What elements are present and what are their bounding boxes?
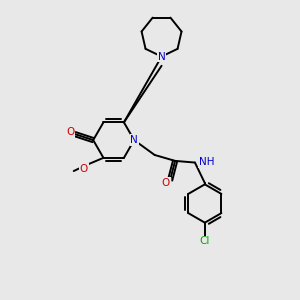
Text: Cl: Cl: [200, 236, 210, 246]
Text: O: O: [162, 178, 170, 188]
Text: N: N: [130, 135, 138, 145]
Text: O: O: [80, 164, 88, 174]
Text: N: N: [158, 52, 165, 61]
Text: O: O: [66, 128, 74, 137]
Text: NH: NH: [199, 157, 214, 167]
